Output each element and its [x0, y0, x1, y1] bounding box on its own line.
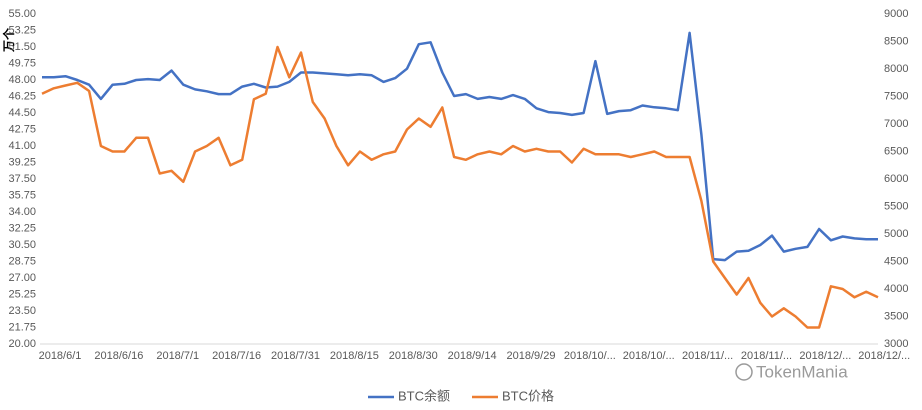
x-tick-label: 2018/7/16 — [212, 350, 261, 362]
y-tick-label: 48.00 — [8, 74, 36, 86]
data-line — [42, 31, 878, 262]
y-tick-label: 42.75 — [8, 123, 36, 135]
y-tick-label: 37.50 — [8, 173, 36, 185]
y-tick-label: 55.00 — [8, 8, 36, 20]
y-tick-label: 32.25 — [8, 222, 36, 234]
y-tick-label: 25.25 — [8, 288, 36, 300]
x-tick-label: 2018/7/31 — [271, 350, 320, 362]
y2-tick-label: 9000 — [884, 8, 908, 20]
y-tick-label: 27.00 — [8, 272, 36, 284]
y-tick-label: 44.50 — [8, 107, 36, 119]
x-tick-label: 2018/10/... — [564, 350, 616, 362]
y-tick-label: 51.50 — [8, 41, 36, 53]
x-tick-label: 2018/11/... — [682, 350, 733, 362]
y2-tick-label: 7500 — [884, 90, 908, 102]
y-tick-label: 21.75 — [8, 321, 36, 333]
y-tick-label: 28.75 — [8, 255, 36, 267]
x-tick-label: 2018/10/... — [623, 350, 675, 362]
y-tick-label: 53.25 — [8, 24, 36, 36]
legend-label: BTC价格 — [502, 388, 554, 403]
y2-tick-label: 5000 — [884, 228, 908, 240]
y2-tick-label: 6000 — [884, 173, 908, 185]
y-tick-label: 49.75 — [8, 57, 36, 69]
y-tick-label: 34.00 — [8, 206, 36, 218]
y2-tick-label: 4500 — [884, 255, 908, 267]
data-line — [41, 45, 879, 329]
y-tick-label: 46.25 — [8, 90, 36, 102]
y2-tick-label: 3000 — [884, 338, 908, 350]
y2-tick-label: 6500 — [884, 145, 908, 157]
y-tick-label: 39.25 — [8, 156, 36, 168]
x-tick-label: 2018/11/... — [741, 350, 792, 362]
y-axis-title: 万个 — [1, 27, 16, 53]
x-tick-label: 2018/8/30 — [389, 350, 438, 362]
y2-tick-label: 7000 — [884, 118, 908, 130]
y-tick-label: 23.50 — [8, 305, 36, 317]
x-tick-label: 2018/6/16 — [94, 350, 143, 362]
y-tick-label: 20.00 — [8, 338, 36, 350]
y2-tick-label: 4000 — [884, 283, 908, 295]
watermark: TokenMania — [735, 362, 848, 381]
watermark-text: TokenMania — [756, 362, 848, 381]
x-tick-label: 2018/12/... — [799, 350, 851, 362]
x-tick-label: 2018/7/1 — [156, 350, 199, 362]
y2-tick-label: 5500 — [884, 200, 908, 212]
y2-tick-label: 3500 — [884, 310, 908, 322]
y-tick-label: 35.75 — [8, 189, 36, 201]
watermark-icon — [735, 363, 753, 381]
x-tick-label: 2018/12/... — [858, 350, 910, 362]
y-tick-label: 30.50 — [8, 239, 36, 251]
y2-tick-label: 8000 — [884, 63, 908, 75]
y-tick-label: 41.00 — [8, 140, 36, 152]
x-tick-label: 2018/9/29 — [507, 350, 556, 362]
legend-label: BTC余额 — [398, 388, 450, 403]
x-tick-label: 2018/6/1 — [39, 350, 82, 362]
x-tick-label: 2018/8/15 — [330, 350, 379, 362]
y2-tick-label: 8500 — [884, 35, 908, 47]
x-tick-label: 2018/9/14 — [448, 350, 497, 362]
